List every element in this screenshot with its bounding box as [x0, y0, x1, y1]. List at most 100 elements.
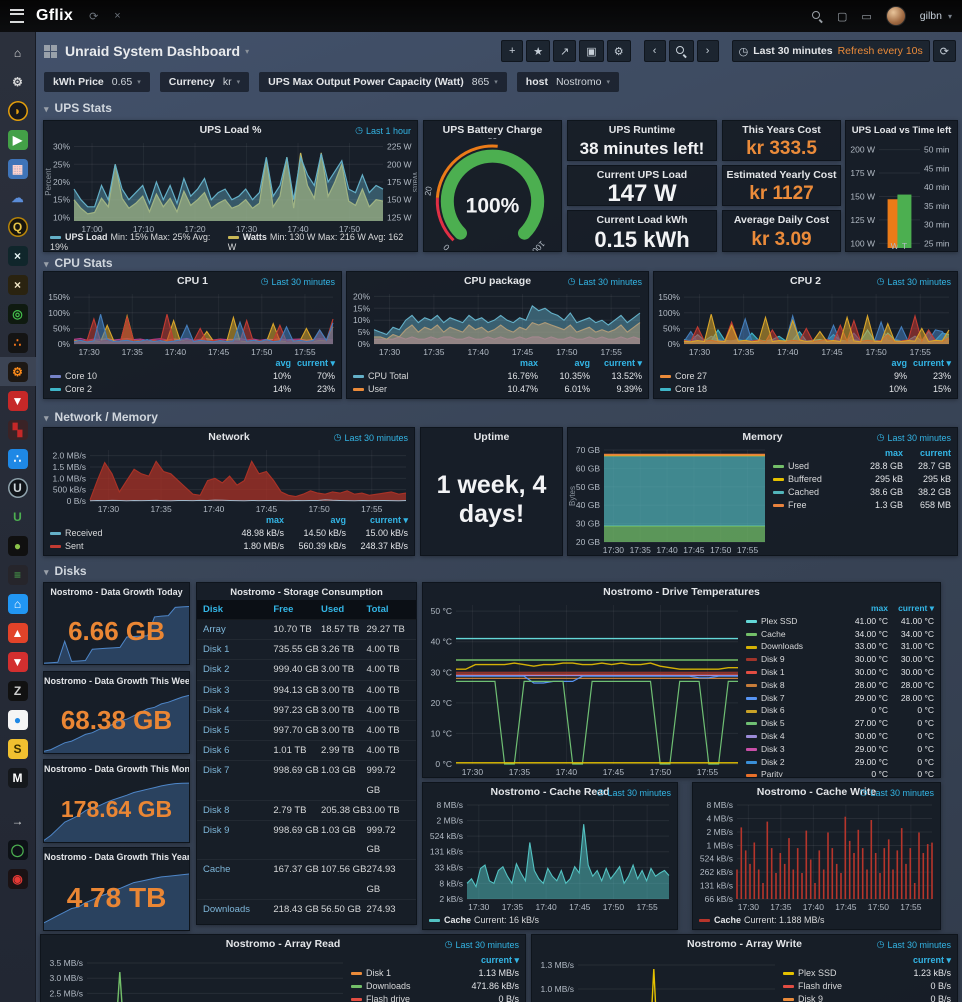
disk-link[interactable]: Disk 7 [203, 765, 230, 777]
disk-link[interactable]: Disk 2 [203, 664, 230, 676]
disk-link[interactable]: Disk 4 [203, 704, 230, 716]
legend-series[interactable]: Used 28.8 GB 28.7 GB [773, 460, 951, 473]
panel-title[interactable]: UPS Runtime [608, 124, 676, 136]
dock-item-home[interactable]: ⌂ [0, 38, 36, 67]
disk-link[interactable]: Cache [203, 864, 231, 876]
disk-link[interactable]: Disk 6 [203, 745, 230, 757]
panel-title[interactable]: Network [208, 431, 250, 443]
panel-title[interactable]: Nostromo - Storage Consumption [230, 587, 383, 598]
time-forward-button[interactable]: › [696, 40, 719, 62]
panel-time-range[interactable]: ◷ Last 30 minutes [876, 276, 951, 287]
panel-time-range[interactable]: ◷ Last 1 hour [355, 125, 411, 136]
legend-series[interactable]: CPU Total 16.76% 10.35% 13.52% [353, 370, 642, 383]
user-menu[interactable]: gilbn [919, 10, 942, 22]
star-button[interactable]: ★ [526, 40, 551, 62]
legend-series[interactable]: Flash drive 0 B/s [783, 980, 951, 993]
table-col-header[interactable]: Total [366, 604, 389, 615]
tab-refresh-icon[interactable]: ⟳ [89, 10, 99, 23]
dock-item-app-shield-red[interactable]: ▼ [0, 386, 36, 415]
panel-title[interactable]: Nostromo - Data Growth This Month [44, 764, 190, 774]
disk-link[interactable]: Disk 3 [203, 684, 230, 696]
dock-item-app-download-red[interactable]: ▼ [0, 647, 36, 676]
panel-time-range[interactable]: ◷ Last 30 minutes [567, 276, 642, 287]
legend-col-header[interactable]: current ▾ [912, 358, 951, 368]
disk-link[interactable]: Disk 5 [203, 725, 230, 737]
dashboard-title[interactable]: Unraid System Dashboard [65, 43, 241, 59]
disk-link[interactable]: Downloads [203, 903, 250, 915]
variable-host[interactable]: host Nostromo ▾ [516, 72, 619, 92]
kiosk-icon[interactable]: ▭ [861, 10, 872, 23]
share-button[interactable]: ↗ [553, 40, 577, 62]
panel-title[interactable]: CPU 2 [790, 275, 821, 287]
variable-ups-max-output[interactable]: UPS Max Output Power Capacity (Watt) 865 ▾ [259, 72, 507, 92]
panel-title[interactable]: Nostromo - Data Growth Today [50, 587, 183, 597]
panel-time-range[interactable]: ◷ Last 30 minutes [876, 939, 951, 950]
variable-currency[interactable]: Currency kr ▾ [159, 72, 250, 92]
dock-item-app-blue-dots[interactable]: ∴ [0, 444, 36, 473]
legend-series[interactable]: Sent 1.80 MB/s 560.39 kB/s 248.37 kB/s [50, 540, 408, 553]
table-col-header[interactable]: Disk [203, 604, 224, 615]
legend-col-header[interactable]: current ▾ [912, 955, 951, 965]
legend-series[interactable]: Plex SSD 1.23 kB/s [783, 967, 951, 980]
legend-series[interactable]: Disk 5 27.00 °C 0 °C [746, 717, 934, 730]
dock-item-app-sab[interactable]: S [0, 734, 36, 763]
legend-series[interactable]: Cache Current: 1.188 MB/s [699, 915, 825, 925]
legend-series[interactable]: Cache 34.00 °C 34.00 °C [746, 628, 934, 641]
dock-item-settings[interactable]: ⚙ [0, 67, 36, 96]
legend-series[interactable]: UPS Load Min: 15% Max: 25% Avg: 19% [50, 231, 211, 252]
legend-col-header[interactable]: max [519, 358, 538, 368]
section-network-memory[interactable]: ▾ Network / Memory [44, 410, 158, 424]
panel-title[interactable]: Nostromo - Drive Temperatures [603, 586, 760, 598]
dock-item-app-home-assistant[interactable]: ⌂ [0, 589, 36, 618]
legend-series[interactable]: Disk 1 1.13 MB/s [351, 967, 519, 980]
panel-title[interactable]: CPU package [463, 275, 532, 287]
legend-col-header[interactable]: current ▾ [898, 603, 934, 613]
dock-item-app-pihole[interactable]: ◉ [0, 864, 36, 893]
section-ups-stats[interactable]: ▾ UPS Stats [44, 101, 112, 115]
legend-series[interactable]: Core 2 14% 23% [50, 383, 335, 396]
legend-series[interactable]: Plex SSD 41.00 °C 41.00 °C [746, 615, 934, 628]
refresh-button[interactable]: ⟳ [932, 40, 956, 62]
legend-series[interactable]: Disk 9 30.00 °C 30.00 °C [746, 653, 934, 666]
dock-item-app-green-u[interactable]: U [0, 502, 36, 531]
legend-col-header[interactable]: avg [574, 358, 590, 368]
time-range-picker[interactable]: ◷ Last 30 minutes Refresh every 10s [731, 40, 930, 62]
panel-title[interactable]: Nostromo - Array Write [687, 938, 802, 950]
panel-title[interactable]: UPS Load % [199, 124, 262, 136]
dock-item-app-x-teal[interactable]: × [0, 241, 36, 270]
dashboard-grid-icon[interactable] [44, 44, 57, 58]
legend-col-header[interactable]: current ▾ [369, 515, 408, 525]
add-panel-button[interactable]: + [501, 40, 524, 62]
legend-series[interactable]: Cache Current: 16 kB/s [429, 915, 539, 925]
legend-series[interactable]: User 10.47% 6.01% 9.39% [353, 383, 642, 396]
legend-col-header[interactable]: avg [891, 358, 907, 368]
dock-item-app-water-drop[interactable]: ● [0, 705, 36, 734]
panel-title[interactable]: Nostromo - Data Growth This Year [44, 852, 190, 862]
panel-title[interactable]: Nostromo - Array Read [225, 938, 341, 950]
legend-series[interactable]: Received 48.98 kB/s 14.50 kB/s 15.00 kB/s [50, 527, 408, 540]
legend-series[interactable]: Downloads 33.00 °C 31.00 °C [746, 640, 934, 653]
dock-item-app-toggles[interactable]: ≡ [0, 560, 36, 589]
legend-col-header[interactable]: current [919, 448, 951, 458]
fullscreen-icon[interactable]: ▢ [836, 10, 848, 23]
legend-series[interactable]: Disk 2 29.00 °C 0 °C [746, 756, 934, 769]
panel-title[interactable]: Current UPS Load [596, 169, 688, 181]
zoom-out-button[interactable] [668, 40, 694, 62]
legend-col-header[interactable]: max [884, 448, 903, 458]
legend-col-header[interactable]: current ▾ [296, 358, 335, 368]
brand-logo[interactable]: Gflix [36, 7, 74, 24]
disk-link[interactable]: Disk 8 [203, 804, 230, 816]
legend-col-header[interactable]: avg [275, 358, 291, 368]
dock-item-app-network-orange[interactable]: ∴ [0, 328, 36, 357]
variable-kwh-price[interactable]: kWh Price 0.65 ▾ [44, 72, 150, 92]
legend-series[interactable]: Free 1.3 GB 658 MB [773, 499, 951, 512]
legend-series[interactable]: Disk 1 30.00 °C 30.00 °C [746, 666, 934, 679]
panel-title[interactable]: Nostromo - Cache Read [490, 786, 610, 798]
search-icon[interactable] [811, 10, 823, 22]
panel-title[interactable]: Average Daily Cost [733, 214, 830, 226]
legend-series[interactable]: Core 18 10% 15% [660, 383, 951, 396]
legend-series[interactable]: Disk 7 29.00 °C 28.00 °C [746, 692, 934, 705]
panel-title[interactable]: This Years Cost [742, 124, 821, 136]
